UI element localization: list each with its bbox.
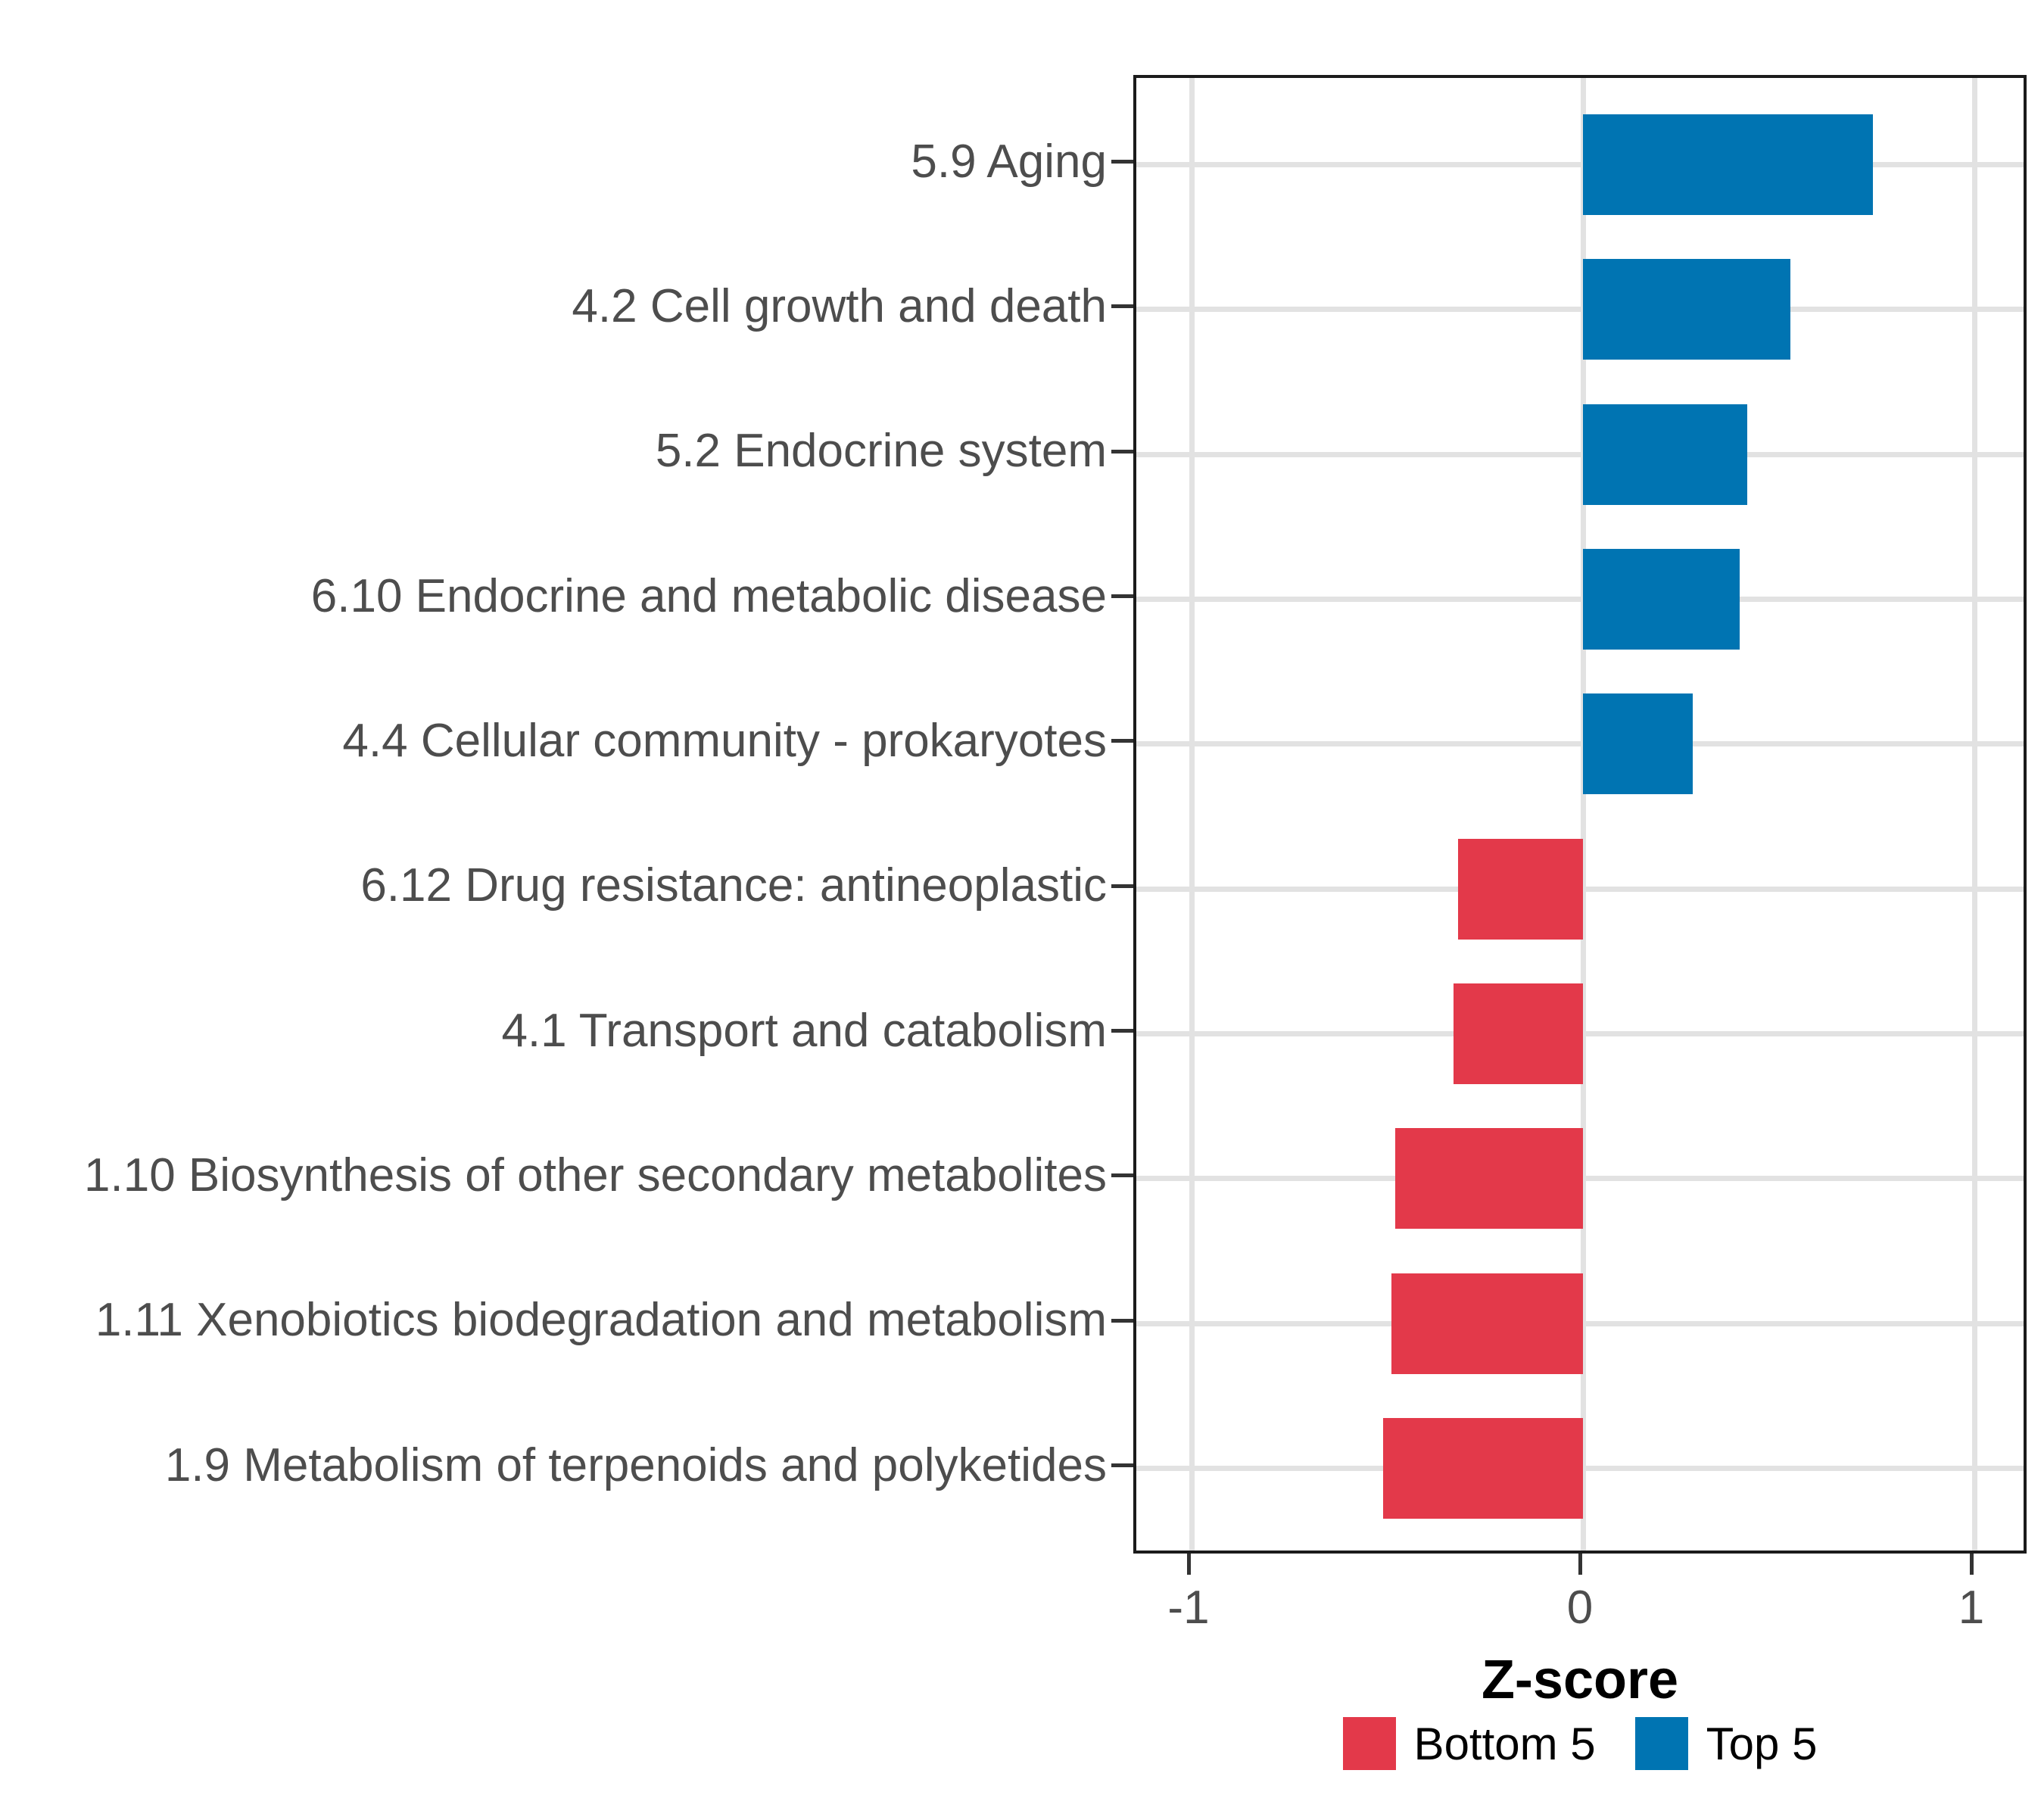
x-gridline: [1580, 78, 1586, 1551]
category-label: 6.10 Endocrine and metabolic disease: [310, 569, 1107, 622]
bar: [1583, 404, 1748, 505]
x-tick-label: 0: [1566, 1582, 1594, 1634]
y-tick-mark: [1111, 1318, 1133, 1323]
y-tick-mark: [1111, 884, 1133, 888]
y-tick-mark: [1111, 739, 1133, 743]
x-tick-label: 1: [1958, 1582, 1985, 1634]
bar: [1583, 549, 1740, 650]
category-label: 1.11 Xenobiotics biodegradation and meta…: [95, 1294, 1107, 1347]
y-gridline: [1136, 307, 2024, 313]
x-axis-title: Z-score: [1481, 1650, 1679, 1710]
x-tick-mark: [1186, 1554, 1191, 1575]
y-gridline: [1136, 162, 2024, 167]
y-gridline: [1136, 741, 2024, 747]
category-label: 4.4 Cellular community - prokaryotes: [342, 714, 1107, 767]
bar: [1454, 983, 1583, 1085]
y-tick-mark: [1111, 1173, 1133, 1178]
category-label: 4.2 Cell growth and death: [572, 279, 1107, 332]
y-tick-mark: [1111, 449, 1133, 453]
x-tick-mark: [1578, 1554, 1582, 1575]
legend-swatch-bottom5: [1342, 1717, 1396, 1770]
x-gridline: [1971, 78, 1977, 1551]
legend-label-bottom5: Bottom 5: [1413, 1718, 1596, 1769]
y-tick-mark: [1111, 1463, 1133, 1468]
legend-label-top5: Top 5: [1706, 1718, 1818, 1769]
category-label: 4.1 Transport and catabolism: [501, 1004, 1107, 1057]
legend-swatch-top5: [1634, 1717, 1688, 1770]
y-tick-mark: [1111, 160, 1133, 164]
category-label: 5.2 Endocrine system: [655, 425, 1107, 478]
legend-item-top5: Top 5: [1634, 1717, 1818, 1770]
x-tick-mark: [1969, 1554, 1974, 1575]
y-tick-mark: [1111, 1029, 1133, 1033]
bar: [1583, 114, 1873, 215]
bar: [1457, 838, 1583, 940]
y-gridline: [1136, 451, 2024, 457]
category-label: 6.12 Drug resistance: antineoplastic: [360, 859, 1107, 912]
legend: Bottom 5 Top 5: [1133, 1717, 2027, 1770]
category-label: 1.10 Biosynthesis of other secondary met…: [84, 1148, 1107, 1201]
legend-item-bottom5: Bottom 5: [1342, 1717, 1596, 1770]
x-tick-label: -1: [1167, 1582, 1210, 1634]
y-tick-mark: [1111, 304, 1133, 309]
y-tick-mark: [1111, 594, 1133, 599]
category-label: 5.9 Aging: [911, 135, 1107, 188]
x-gridline: [1189, 78, 1195, 1551]
y-gridline: [1136, 597, 2024, 603]
bar: [1383, 1418, 1583, 1519]
bar: [1583, 259, 1790, 360]
bar: [1391, 1273, 1583, 1374]
bar: [1583, 693, 1693, 795]
bar: [1394, 1128, 1583, 1230]
plot-panel: [1133, 75, 2027, 1554]
category-label: 1.9 Metabolism of terpenoids and polyket…: [164, 1438, 1107, 1491]
